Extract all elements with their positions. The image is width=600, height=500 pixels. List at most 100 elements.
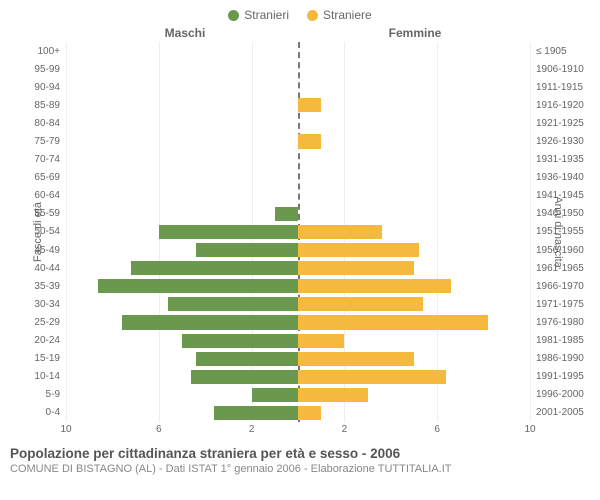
xtick: 6 bbox=[434, 424, 440, 435]
bar-female bbox=[298, 388, 368, 402]
pyramid-row bbox=[66, 205, 530, 223]
pyramid-row bbox=[66, 114, 530, 132]
ytick-left: 0-4 bbox=[10, 404, 60, 422]
pyramid-row bbox=[66, 151, 530, 169]
ytick-right: 1931-1935 bbox=[536, 151, 590, 169]
ytick-left: 100+ bbox=[10, 42, 60, 60]
legend-female-label: Straniere bbox=[323, 8, 372, 22]
pyramid-row bbox=[66, 259, 530, 277]
legend-item-female: Straniere bbox=[307, 8, 372, 22]
legend-item-male: Stranieri bbox=[228, 8, 289, 22]
bar-female bbox=[298, 352, 414, 366]
ytick-left: 95-99 bbox=[10, 60, 60, 78]
ytick-left: 35-39 bbox=[10, 277, 60, 295]
bar-male bbox=[196, 243, 298, 257]
xtick: 2 bbox=[249, 424, 255, 435]
bar-female bbox=[298, 406, 321, 420]
pyramid-row bbox=[66, 78, 530, 96]
bar-female bbox=[298, 315, 488, 329]
pyramid-row bbox=[66, 60, 530, 78]
ytick-right: 1916-1920 bbox=[536, 96, 590, 114]
pyramid-row bbox=[66, 132, 530, 150]
bar-female bbox=[298, 98, 321, 112]
ytick-left: 55-59 bbox=[10, 205, 60, 223]
gridline bbox=[530, 42, 531, 422]
ytick-right: 1986-1990 bbox=[536, 350, 590, 368]
pyramid-row bbox=[66, 295, 530, 313]
bar-female bbox=[298, 243, 419, 257]
col-female: Femmine bbox=[300, 26, 590, 40]
pyramid-row bbox=[66, 404, 530, 422]
ytick-left: 30-34 bbox=[10, 295, 60, 313]
chart-container: Stranieri Straniere Maschi Femmine Fasce… bbox=[0, 0, 600, 500]
bar-female bbox=[298, 370, 446, 384]
ytick-right: 1936-1940 bbox=[536, 169, 590, 187]
ytick-left: 65-69 bbox=[10, 169, 60, 187]
bar-female bbox=[298, 261, 414, 275]
pyramid-row bbox=[66, 368, 530, 386]
male-swatch bbox=[228, 10, 239, 21]
pyramid-row bbox=[66, 187, 530, 205]
ytick-left: 25-29 bbox=[10, 313, 60, 331]
ytick-left: 80-84 bbox=[10, 114, 60, 132]
legend-male-label: Stranieri bbox=[244, 8, 289, 22]
bar-male bbox=[252, 388, 298, 402]
x-axis: 10622610 bbox=[66, 424, 530, 438]
ytick-right: 1971-1975 bbox=[536, 295, 590, 313]
pyramid-row bbox=[66, 223, 530, 241]
ytick-right: 1941-1945 bbox=[536, 187, 590, 205]
xtick: 6 bbox=[156, 424, 162, 435]
ytick-right: 1976-1980 bbox=[536, 313, 590, 331]
bar-female bbox=[298, 297, 423, 311]
col-male: Maschi bbox=[10, 26, 300, 40]
ytick-left: 50-54 bbox=[10, 223, 60, 241]
ytick-right: 1981-1985 bbox=[536, 332, 590, 350]
ytick-left: 85-89 bbox=[10, 96, 60, 114]
ytick-right: 1991-1995 bbox=[536, 368, 590, 386]
ytick-right: 1911-1915 bbox=[536, 78, 590, 96]
xtick: 10 bbox=[60, 424, 71, 435]
ytick-right: 1921-1925 bbox=[536, 114, 590, 132]
xtick: 10 bbox=[524, 424, 535, 435]
bar-male bbox=[196, 352, 298, 366]
ytick-right: 1906-1910 bbox=[536, 60, 590, 78]
yaxis-left: 100+95-9990-9485-8980-8475-7970-7465-696… bbox=[10, 42, 66, 422]
ytick-right: 2001-2005 bbox=[536, 404, 590, 422]
ytick-left: 75-79 bbox=[10, 132, 60, 150]
ytick-right: 1966-1970 bbox=[536, 277, 590, 295]
plot-area: Fasce di età Anni di nascita 100+95-9990… bbox=[10, 42, 590, 422]
bar-male bbox=[214, 406, 298, 420]
ytick-right: 1961-1965 bbox=[536, 259, 590, 277]
bars-area bbox=[66, 42, 530, 422]
ytick-right: 1956-1960 bbox=[536, 241, 590, 259]
bar-male bbox=[122, 315, 298, 329]
pyramid-row bbox=[66, 332, 530, 350]
bar-male bbox=[275, 207, 298, 221]
pyramid-row bbox=[66, 96, 530, 114]
chart-title: Popolazione per cittadinanza straniera p… bbox=[10, 446, 590, 461]
pyramid-row bbox=[66, 277, 530, 295]
column-headers: Maschi Femmine bbox=[10, 26, 590, 40]
bar-male bbox=[131, 261, 298, 275]
pyramid-row bbox=[66, 350, 530, 368]
ytick-left: 15-19 bbox=[10, 350, 60, 368]
ytick-left: 20-24 bbox=[10, 332, 60, 350]
legend: Stranieri Straniere bbox=[10, 8, 590, 22]
pyramid-row bbox=[66, 313, 530, 331]
ytick-left: 70-74 bbox=[10, 151, 60, 169]
ytick-left: 40-44 bbox=[10, 259, 60, 277]
xtick: 2 bbox=[342, 424, 348, 435]
bar-male bbox=[168, 297, 298, 311]
pyramid-row bbox=[66, 386, 530, 404]
titles: Popolazione per cittadinanza straniera p… bbox=[10, 446, 590, 475]
bar-female bbox=[298, 134, 321, 148]
ytick-right: 1946-1950 bbox=[536, 205, 590, 223]
yaxis-right: ≤ 19051906-19101911-19151916-19201921-19… bbox=[530, 42, 590, 422]
ytick-right: 1996-2000 bbox=[536, 386, 590, 404]
bar-male bbox=[182, 334, 298, 348]
ytick-right: 1926-1930 bbox=[536, 132, 590, 150]
bar-female bbox=[298, 279, 451, 293]
pyramid-row bbox=[66, 169, 530, 187]
chart-subtitle: COMUNE DI BISTAGNO (AL) - Dati ISTAT 1° … bbox=[10, 463, 590, 475]
bar-male bbox=[191, 370, 298, 384]
